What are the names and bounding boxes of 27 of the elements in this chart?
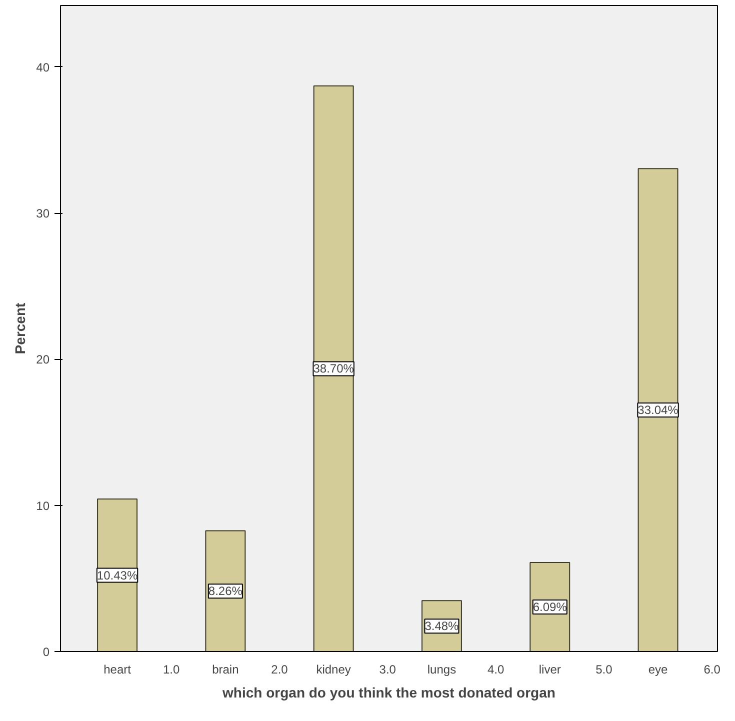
bar <box>638 168 678 652</box>
x-tick-label: 1.0 <box>163 662 180 676</box>
data-label: 8.26% <box>208 584 243 598</box>
y-tick-label: 20 <box>36 352 50 367</box>
x-tick-label: heart <box>104 662 132 676</box>
x-tick-label: 5.0 <box>596 662 613 676</box>
x-tick-label: kidney <box>316 662 351 676</box>
x-tick-label: lungs <box>427 662 456 676</box>
y-tick-label: 10 <box>36 498 50 513</box>
bar <box>313 85 354 652</box>
y-tick-label: 0 <box>42 645 50 659</box>
x-axis-title: which organ do you think the most donated organ <box>222 684 556 700</box>
x-tick-label: 4.0 <box>487 662 504 676</box>
data-label: 10.43% <box>96 568 138 582</box>
data-label: 33.04% <box>638 403 679 418</box>
y-tick-label: 40 <box>36 60 50 74</box>
x-tick-label: 6.0 <box>704 662 721 676</box>
y-axis-title: Percent <box>12 302 28 354</box>
x-tick-label: brain <box>212 662 239 676</box>
x-tick-label: liver <box>538 662 561 676</box>
x-tick-label: 3.0 <box>379 662 396 676</box>
y-tick-label: 30 <box>36 206 50 221</box>
x-tick-label: eye <box>648 662 668 676</box>
data-label: 6.09% <box>532 600 568 614</box>
bar <box>205 530 246 652</box>
x-tick-label: 2.0 <box>271 662 288 676</box>
bar <box>97 498 138 652</box>
